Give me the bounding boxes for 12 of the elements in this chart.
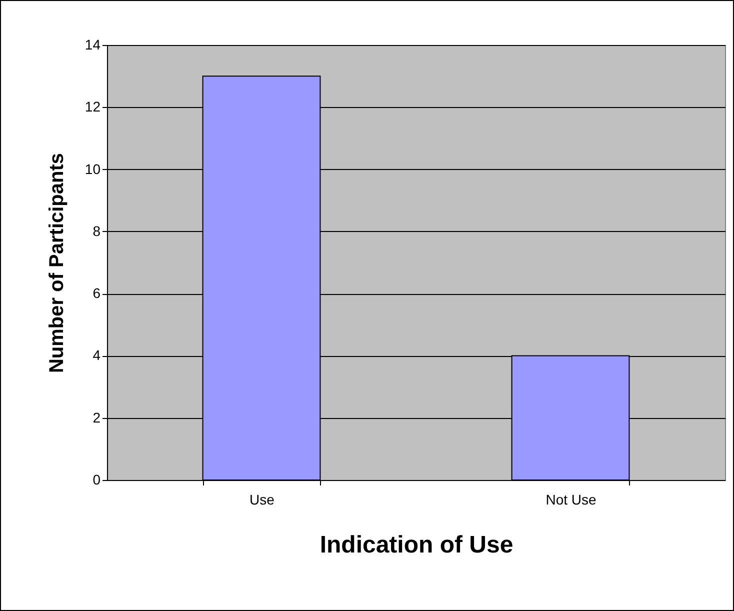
y-tick-label: 2 (92, 409, 101, 426)
y-tick-label: 4 (92, 347, 101, 364)
y-tick-label: 12 (84, 98, 101, 115)
y-axis-title: Number of Participants (46, 152, 68, 374)
y-tick-label: 14 (84, 36, 101, 52)
x-tick-label: Use (250, 492, 275, 508)
x-axis-title: Indication of Use (320, 532, 514, 558)
y-tick-label: 6 (92, 285, 101, 302)
y-tick-label: 8 (92, 222, 101, 239)
y-tick-label: 0 (92, 472, 101, 488)
x-tick-label: Not Use (546, 492, 596, 508)
y-tick-label: 10 (84, 160, 101, 177)
